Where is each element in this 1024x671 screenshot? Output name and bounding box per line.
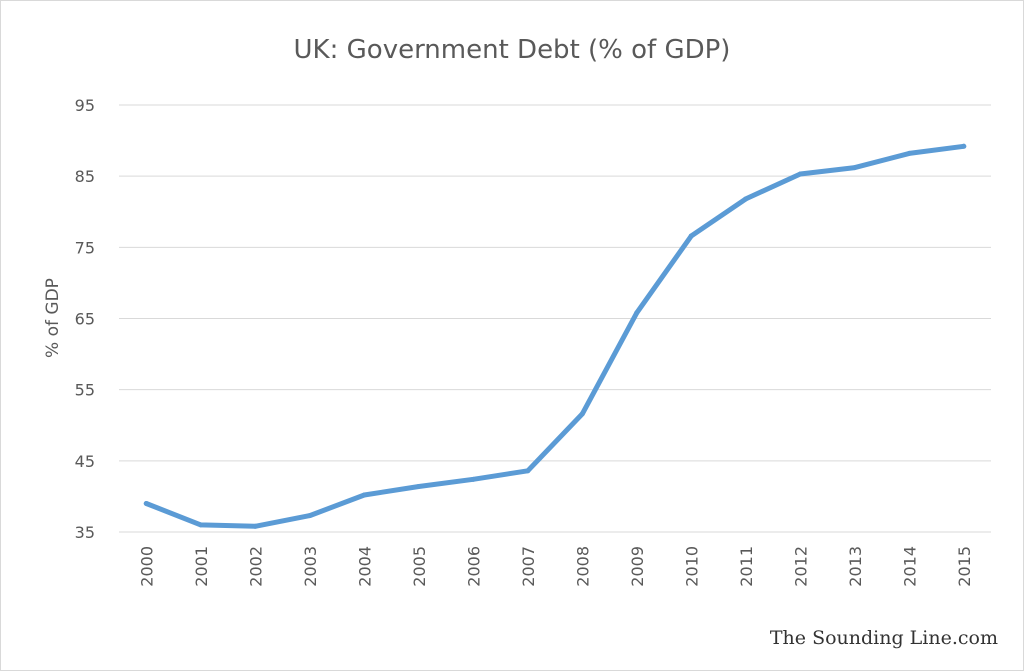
- x-tick-label: 2008: [573, 546, 592, 587]
- y-tick-label: 85: [75, 167, 95, 186]
- y-axis-ticks: 35 45 55 65 75 85 95: [75, 96, 95, 542]
- data-point: [634, 310, 640, 316]
- x-tick-label: 2009: [628, 546, 647, 587]
- data-point: [579, 411, 585, 417]
- x-tick-label: 2015: [955, 546, 974, 587]
- data-point: [143, 501, 149, 507]
- x-tick-label: 2006: [464, 546, 483, 587]
- y-tick-label: 65: [75, 310, 95, 329]
- data-point: [470, 476, 476, 482]
- y-tick-label: 45: [75, 452, 95, 471]
- data-point: [198, 522, 204, 528]
- x-axis-ticks: 2000 2001 2002 2003 2004 2005 2006 2007 2008 2009…: [137, 546, 974, 587]
- x-tick-label: 2012: [791, 546, 810, 587]
- data-point: [307, 513, 313, 519]
- x-tick-label: 2005: [410, 546, 429, 587]
- x-tick-label: 2004: [355, 546, 374, 587]
- data-point: [797, 171, 803, 177]
- data-point: [688, 233, 694, 239]
- gridlines: [119, 104, 991, 533]
- x-tick-label: 2002: [246, 546, 265, 587]
- series-line: [143, 143, 967, 529]
- data-point: [525, 468, 531, 474]
- chart-title: UK: Government Debt (% of GDP): [294, 35, 731, 65]
- data-point: [961, 143, 967, 149]
- data-point: [252, 523, 258, 529]
- data-point: [416, 483, 422, 489]
- data-point: [361, 492, 367, 498]
- x-tick-label: 2013: [846, 546, 865, 587]
- y-tick-label: 95: [75, 96, 95, 115]
- x-tick-label: 2003: [301, 546, 320, 587]
- series-layer: [143, 143, 967, 529]
- x-tick-label: 2010: [682, 546, 701, 587]
- data-point: [852, 165, 858, 171]
- y-axis-label: % of GDP: [43, 278, 63, 358]
- y-tick-label: 35: [75, 523, 95, 542]
- data-point: [906, 150, 912, 156]
- data-point: [743, 196, 749, 202]
- y-tick-label: 75: [75, 238, 95, 257]
- x-tick-label: 2007: [519, 546, 538, 587]
- x-tick-label: 2011: [737, 546, 756, 587]
- y-tick-label: 55: [75, 381, 95, 400]
- x-tick-label: 2001: [192, 546, 211, 587]
- watermark: The Sounding Line.com: [770, 627, 998, 649]
- x-tick-label: 2000: [137, 546, 156, 587]
- x-tick-label: 2014: [900, 546, 919, 587]
